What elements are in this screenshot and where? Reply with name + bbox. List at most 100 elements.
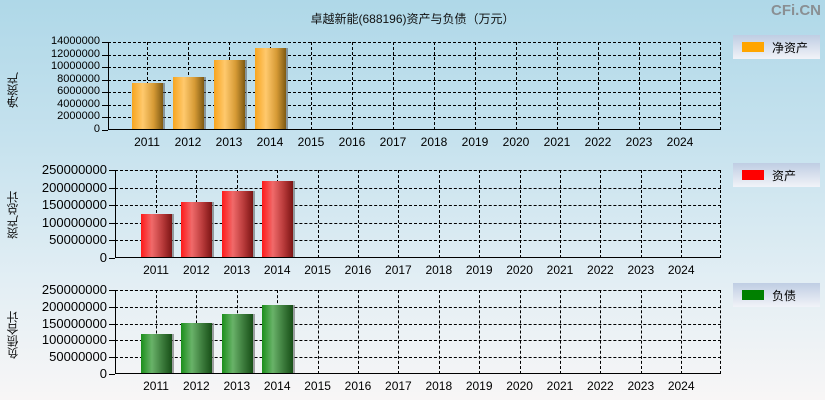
- y-tick-mark: [109, 258, 115, 259]
- y-tick-label: 100000000: [41, 214, 107, 230]
- y-tick-mark: [102, 79, 108, 81]
- gridline-horizontal: [115, 222, 721, 224]
- gridline-vertical: [398, 170, 400, 258]
- net-assets-legend[interactable]: 净资产: [733, 35, 820, 59]
- plot-right-border: [720, 290, 721, 374]
- y-tick-mark: [109, 323, 115, 325]
- y-tick-label: 150000000: [41, 197, 107, 213]
- bar-2011[interactable]: [141, 334, 172, 374]
- gridline-vertical: [560, 290, 561, 374]
- gridline-vertical: [317, 290, 319, 374]
- bar-2013[interactable]: [221, 191, 253, 258]
- bar-2013[interactable]: [214, 60, 245, 130]
- x-tick-label: 2015: [304, 379, 331, 393]
- gridline-vertical: [640, 170, 642, 258]
- y-tick-label: 0: [99, 250, 107, 265]
- y-tick-mark: [102, 92, 108, 94]
- gridline-horizontal: [115, 240, 721, 242]
- x-tick-label: 2013: [215, 135, 243, 149]
- x-axis-line: [108, 129, 721, 130]
- gridline-vertical: [398, 290, 400, 374]
- legend-swatch-icon: [742, 42, 764, 52]
- watermark-logo: CFi.CN: [771, 2, 821, 19]
- x-tick-label: 2016: [344, 263, 372, 277]
- y-tick-label: 250000000: [41, 162, 107, 177]
- plot-right-border: [720, 42, 721, 130]
- gridline-vertical: [156, 290, 157, 374]
- x-tick-label: 2016: [344, 379, 372, 393]
- x-tick-label: 2022: [584, 135, 612, 149]
- y-tick-label: 4000000: [57, 97, 100, 110]
- y-tick-mark: [109, 306, 115, 308]
- x-tick-label: 2020: [506, 379, 533, 393]
- x-tick-label: 2024: [667, 379, 695, 393]
- y-tick-mark: [102, 67, 108, 69]
- gridline-vertical: [311, 42, 312, 130]
- x-tick-label: 2019: [461, 135, 489, 149]
- bar-2011[interactable]: [132, 82, 163, 130]
- bar-2012[interactable]: [173, 77, 204, 130]
- gridline-horizontal: [115, 306, 721, 308]
- x-tick-label: 2012: [174, 135, 202, 149]
- x-tick-label: 2014: [263, 263, 291, 277]
- gridline-vertical: [516, 42, 517, 130]
- gridline-horizontal: [108, 67, 721, 69]
- y-tick-label: 200000000: [41, 298, 107, 314]
- y-tick-mark: [109, 340, 115, 342]
- gridline-vertical: [519, 170, 521, 258]
- gridline-vertical: [352, 42, 353, 130]
- y-tick-mark: [102, 117, 108, 119]
- total-liabilities-legend[interactable]: 负债: [733, 283, 820, 307]
- gridline-horizontal: [115, 340, 721, 342]
- gridline-vertical: [639, 42, 640, 130]
- bar-2011[interactable]: [141, 214, 172, 258]
- x-axis-line: [115, 373, 721, 374]
- gridline-vertical: [475, 42, 476, 130]
- gridline-horizontal: [108, 117, 721, 119]
- bar-2013[interactable]: [221, 314, 253, 374]
- gridline-vertical: [640, 290, 642, 374]
- y-tick-mark: [109, 240, 115, 242]
- x-tick-label: 2020: [506, 263, 533, 277]
- x-tick-label: 2017: [385, 379, 412, 393]
- y-tick-label: 100000000: [41, 332, 107, 348]
- x-tick-label: 2022: [587, 263, 614, 277]
- x-tick-label: 2019: [465, 379, 493, 393]
- y-tick-label: 10000000: [51, 60, 100, 73]
- x-tick-label: 2014: [256, 135, 284, 149]
- x-tick-label: 2021: [546, 379, 574, 393]
- y-tick-mark: [109, 170, 115, 171]
- gridline-vertical: [317, 170, 319, 258]
- bar-2014[interactable]: [255, 48, 286, 130]
- bar-2014[interactable]: [262, 180, 294, 258]
- y-tick-mark: [102, 130, 108, 131]
- x-tick-label: 2011: [143, 263, 169, 277]
- x-tick-label: 2017: [379, 135, 407, 149]
- x-tick-label: 2012: [183, 379, 210, 393]
- gridline-vertical: [598, 42, 599, 130]
- total-assets-legend[interactable]: 资产: [733, 163, 820, 187]
- y-tick-label: 0: [93, 123, 100, 135]
- x-tick-label: 2017: [385, 263, 412, 277]
- y-tick-label: 250000000: [41, 282, 107, 297]
- gridline-horizontal: [108, 92, 721, 94]
- gridline-horizontal: [108, 54, 721, 56]
- y-tick-label: 8000000: [57, 72, 100, 85]
- bar-2014[interactable]: [262, 305, 294, 374]
- total-assets-plot-area: [115, 170, 721, 258]
- bar-2012[interactable]: [181, 322, 213, 374]
- y-tick-label: 50000000: [49, 232, 107, 248]
- plot-top-border: [115, 170, 721, 171]
- x-tick-label: 2013: [223, 379, 251, 393]
- y-axis-line: [115, 170, 116, 258]
- y-tick-label: 50000000: [49, 349, 107, 365]
- net-assets-plot-area: [108, 42, 721, 130]
- gridline-vertical: [600, 170, 602, 258]
- bar-2012[interactable]: [181, 202, 213, 258]
- y-tick-mark: [109, 290, 115, 291]
- x-tick-label: 2021: [543, 135, 571, 149]
- x-tick-label: 2016: [338, 135, 366, 149]
- y-tick-mark: [109, 374, 115, 375]
- y-tick-mark: [102, 54, 108, 56]
- plot-top-border: [108, 42, 721, 43]
